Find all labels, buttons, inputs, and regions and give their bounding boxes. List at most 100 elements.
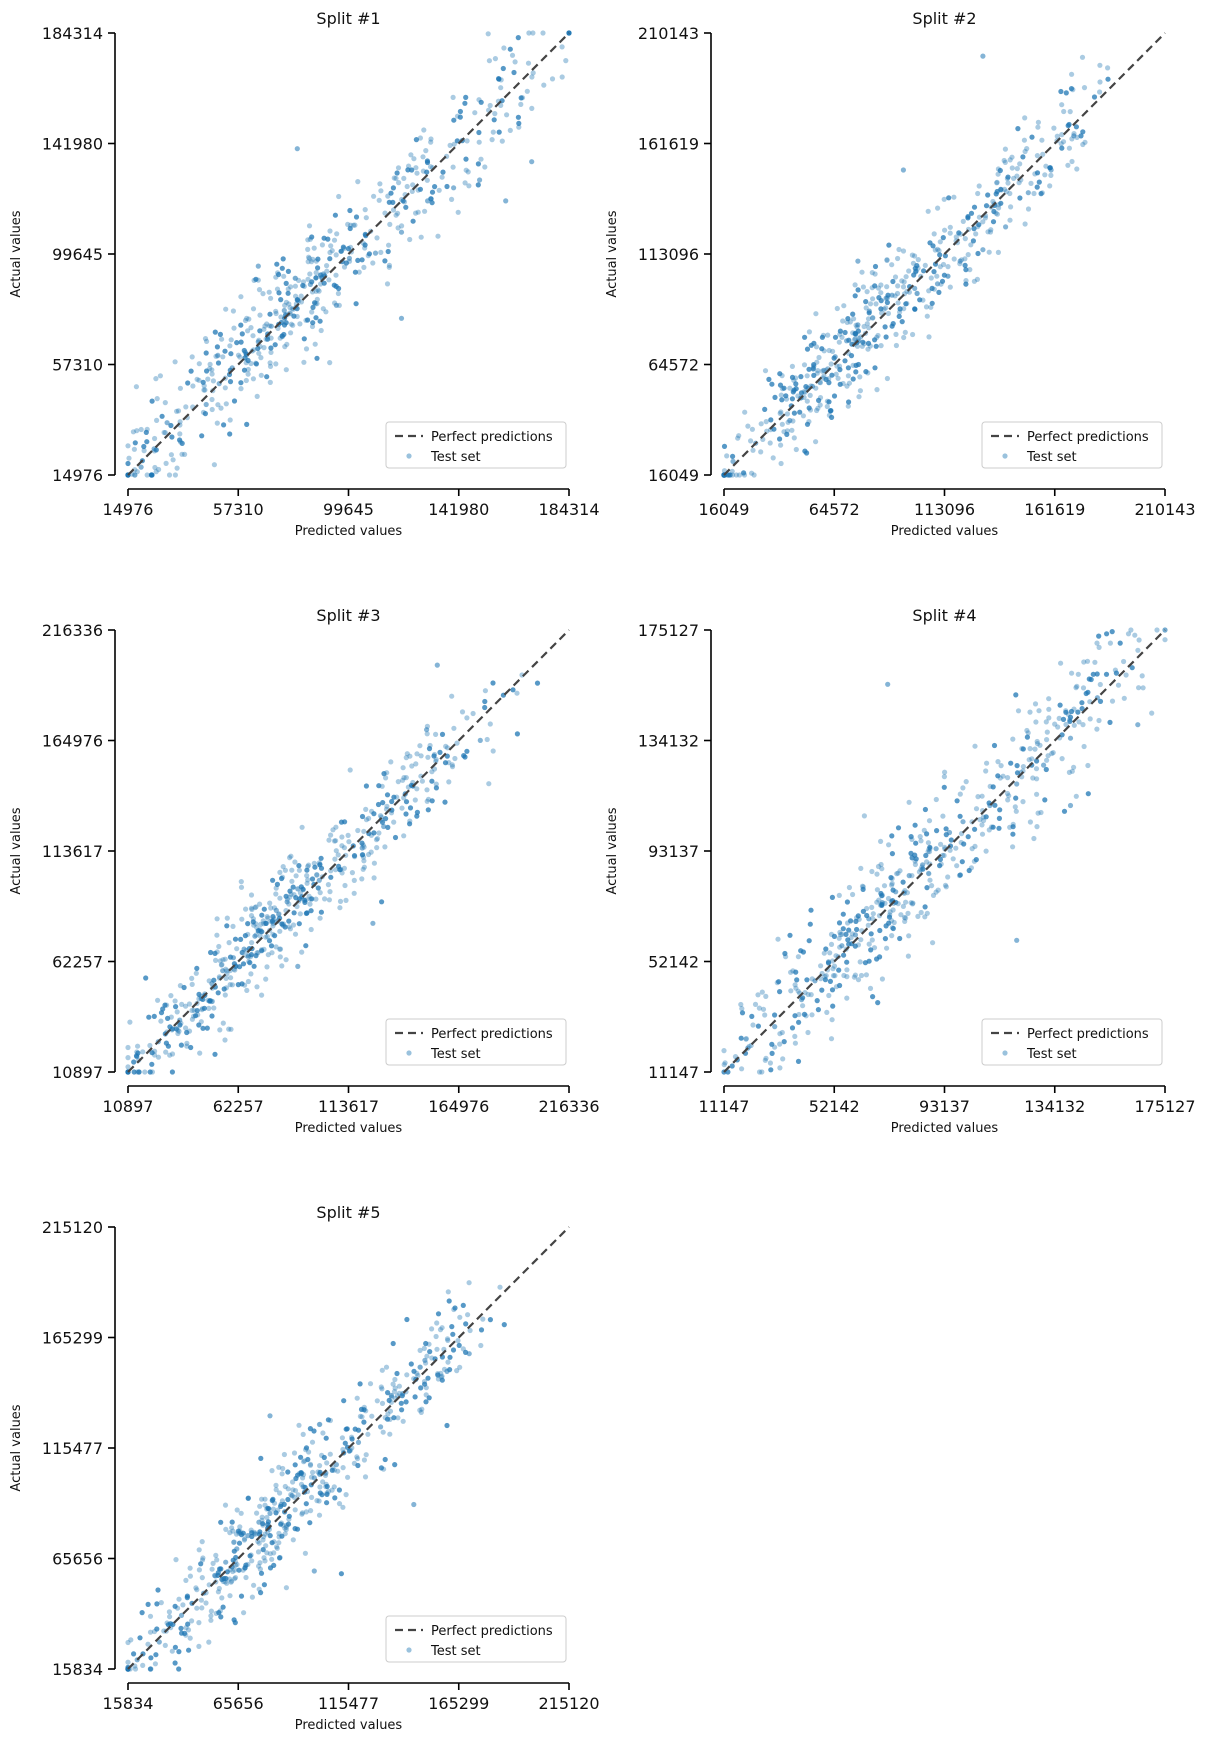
data-point (361, 1407, 367, 1413)
data-point (1069, 670, 1075, 676)
data-point (463, 94, 469, 100)
data-point (277, 915, 283, 921)
data-point (994, 180, 1000, 186)
data-point (131, 1059, 137, 1065)
data-point (854, 915, 860, 921)
data-point (212, 1572, 218, 1579)
data-point (199, 1539, 205, 1545)
data-point (227, 982, 233, 988)
data-point (883, 305, 889, 311)
data-point (286, 924, 292, 930)
data-point (360, 866, 366, 872)
data-point (735, 435, 741, 441)
legend-box (981, 421, 1163, 469)
data-point (778, 392, 784, 398)
data-point (320, 271, 326, 277)
data-point (346, 1448, 352, 1454)
data-point (971, 226, 977, 232)
data-point (990, 824, 996, 830)
data-point (909, 901, 916, 907)
data-point (1006, 793, 1012, 799)
data-point (789, 396, 796, 402)
data-point (214, 932, 220, 938)
data-point (395, 1415, 401, 1421)
data-point (1069, 158, 1075, 165)
data-point (449, 196, 455, 202)
data-point (920, 297, 926, 303)
y-axis-label: Actual values (9, 807, 24, 894)
data-point (884, 945, 890, 951)
data-point (751, 472, 757, 478)
data-point (313, 275, 319, 281)
data-point (1028, 180, 1034, 186)
data-point (178, 1625, 184, 1631)
data-point (1135, 722, 1141, 728)
data-point (264, 321, 270, 327)
data-point (482, 698, 488, 705)
data-point (277, 1555, 283, 1561)
data-point (172, 359, 178, 365)
data-point (361, 1404, 367, 1410)
data-point (398, 229, 405, 235)
data-point (303, 910, 309, 917)
data-point (152, 1052, 158, 1058)
data-point (279, 1471, 285, 1477)
data-point (900, 903, 907, 910)
data-point (477, 737, 483, 744)
x-tick-label: 57310 (213, 500, 264, 519)
data-point (1162, 637, 1168, 643)
data-point (813, 344, 820, 350)
data-point (1085, 689, 1091, 695)
data-point (270, 923, 276, 929)
data-point (228, 351, 234, 357)
data-point (205, 376, 211, 382)
data-point (307, 1520, 313, 1526)
data-point (362, 242, 368, 248)
data-point (446, 779, 452, 785)
data-point (858, 937, 864, 943)
data-point (177, 983, 183, 989)
data-point (1105, 76, 1111, 82)
data-point (277, 946, 284, 952)
data-point (248, 1527, 254, 1533)
data-point (868, 947, 874, 953)
data-point (339, 834, 345, 840)
data-point (1005, 775, 1011, 781)
data-point (431, 751, 438, 758)
data-point (779, 373, 785, 379)
data-point (738, 1001, 744, 1008)
data-point (153, 376, 159, 382)
data-point (429, 1326, 435, 1332)
data-point (470, 710, 476, 717)
data-point (338, 248, 344, 254)
data-point (904, 890, 911, 896)
data-point (516, 124, 522, 130)
data-point (340, 1465, 346, 1471)
data-point (232, 1575, 239, 1581)
data-point (1033, 719, 1039, 725)
data-point (865, 370, 871, 376)
data-point (309, 234, 315, 240)
data-point (854, 926, 860, 933)
data-point (289, 1493, 295, 1499)
data-point (273, 310, 279, 317)
data-point (434, 1346, 440, 1352)
data-point (1117, 640, 1123, 646)
data-point (224, 968, 230, 974)
data-point (236, 1540, 243, 1546)
data-point (963, 779, 969, 785)
data-point (840, 318, 846, 324)
data-point (258, 372, 264, 378)
data-point (318, 865, 325, 871)
data-point (916, 869, 923, 875)
data-point (797, 409, 803, 415)
data-point (991, 742, 998, 749)
data-point (167, 1052, 173, 1058)
data-point (213, 957, 219, 964)
data-point (860, 284, 867, 290)
data-point (234, 1546, 240, 1552)
data-point (512, 59, 518, 65)
data-point (366, 251, 372, 257)
data-point (214, 949, 220, 955)
data-point (965, 252, 971, 258)
